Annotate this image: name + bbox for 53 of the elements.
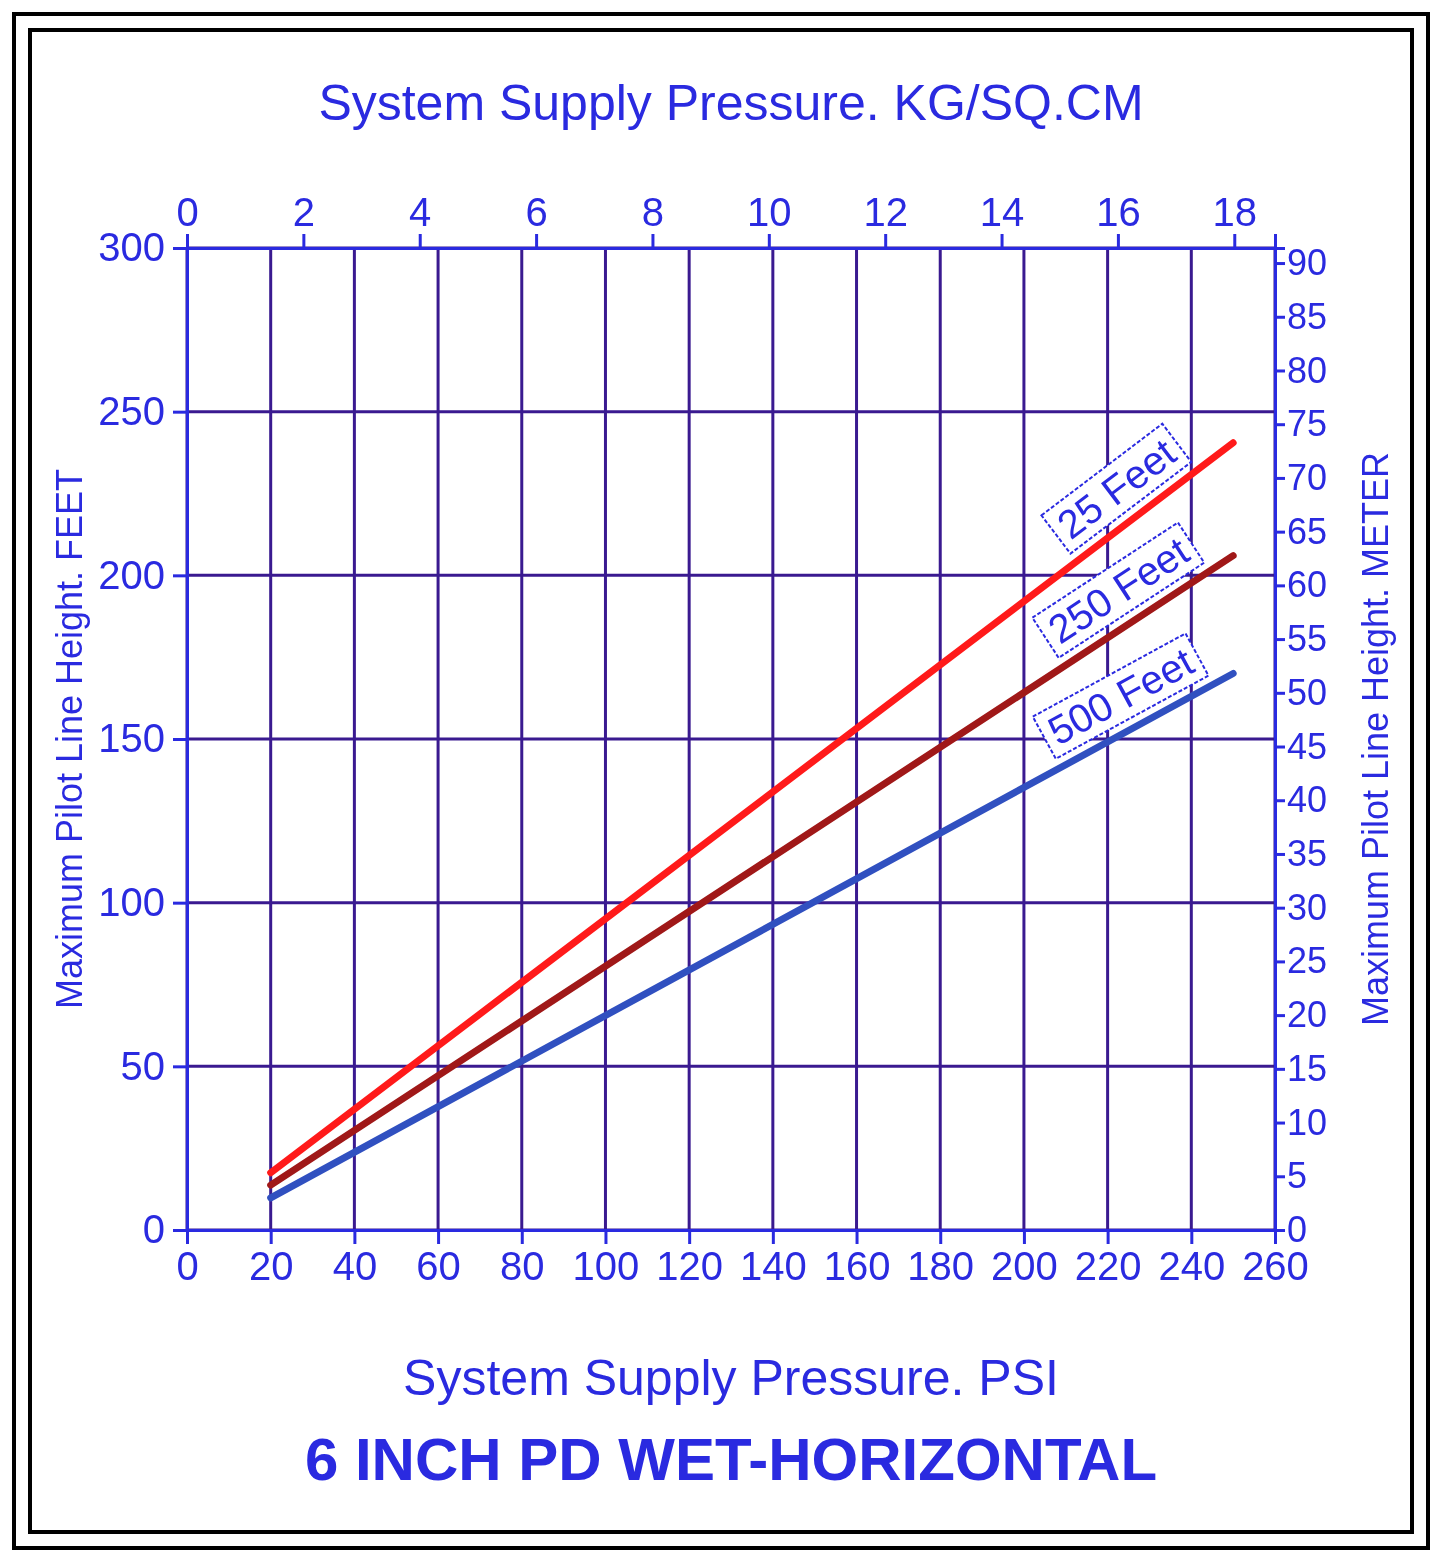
y-axis-title: Maximum Pilot Line Height. FEET — [49, 468, 90, 1010]
x-tick-label: 180 — [907, 1244, 975, 1289]
y2-tick-label: 35 — [1287, 832, 1328, 874]
y2-tick-label: 15 — [1287, 1047, 1328, 1089]
y-tick-label: 100 — [98, 879, 165, 924]
y2-tick-label: 40 — [1287, 779, 1328, 821]
y-tick-label: 50 — [120, 1043, 165, 1088]
y-tick-label: 300 — [98, 225, 165, 270]
x2-axis-title: System Supply Pressure. KG/SQ.CM — [318, 75, 1144, 131]
x-tick-label: 160 — [823, 1244, 891, 1289]
y2-tick-label: 30 — [1287, 886, 1328, 928]
y2-tick-label: 90 — [1287, 242, 1328, 284]
x-tick-label: 100 — [572, 1244, 640, 1289]
y2-tick-label: 10 — [1287, 1101, 1328, 1143]
x2-tick-label: 18 — [1212, 190, 1258, 234]
x-tick-label: 0 — [176, 1244, 199, 1289]
y2-tick-label: 50 — [1287, 671, 1328, 713]
y-tick-label: 250 — [98, 388, 165, 433]
x2-tick-label: 10 — [747, 190, 792, 234]
y2-tick-label: 25 — [1287, 940, 1328, 982]
x2-tick-label: 2 — [292, 190, 315, 234]
y2-tick-label: 60 — [1287, 564, 1328, 606]
y2-tick-label: 65 — [1287, 510, 1328, 552]
x-tick-label: 220 — [1074, 1244, 1142, 1289]
y2-tick-label: 45 — [1287, 725, 1328, 767]
y2-tick-label: 70 — [1287, 456, 1328, 498]
y2-tick-label: 5 — [1287, 1155, 1308, 1197]
y2-tick-label: 55 — [1287, 618, 1328, 660]
x-tick-label: 120 — [656, 1244, 724, 1289]
y2-axis-title: Maximum Pilot Line Height. METER — [1355, 451, 1396, 1027]
x2-tick-label: 12 — [863, 190, 908, 234]
y2-tick-label: 75 — [1287, 403, 1328, 445]
x-tick-label: 240 — [1158, 1244, 1226, 1289]
x-tick-label: 40 — [332, 1244, 378, 1289]
x2-tick-label: 16 — [1096, 190, 1141, 234]
x-tick-label: 140 — [739, 1244, 807, 1289]
text: 6 INCH PD WET-HORIZONTAL — [304, 1426, 1158, 1493]
x2-tick-label: 6 — [525, 190, 548, 234]
x2-tick-label: 4 — [409, 190, 432, 234]
x-tick-label: 80 — [500, 1244, 545, 1289]
x-tick-label: 200 — [991, 1244, 1058, 1289]
y-tick-label: 0 — [142, 1207, 165, 1252]
y2-tick-label: 80 — [1287, 349, 1328, 391]
y2-tick-label: 20 — [1287, 994, 1328, 1036]
y-tick-label: 200 — [98, 552, 165, 597]
x2-tick-label: 8 — [641, 190, 665, 234]
x2-tick-label: 0 — [176, 190, 199, 234]
x-tick-label: 20 — [248, 1244, 294, 1289]
x-axis-title: System Supply Pressure. PSI — [403, 1350, 1059, 1406]
x-tick-label: 60 — [416, 1244, 461, 1289]
y-tick-label: 150 — [98, 716, 165, 761]
x2-tick-label: 14 — [979, 190, 1025, 234]
y2-tick-label: 85 — [1287, 295, 1328, 337]
